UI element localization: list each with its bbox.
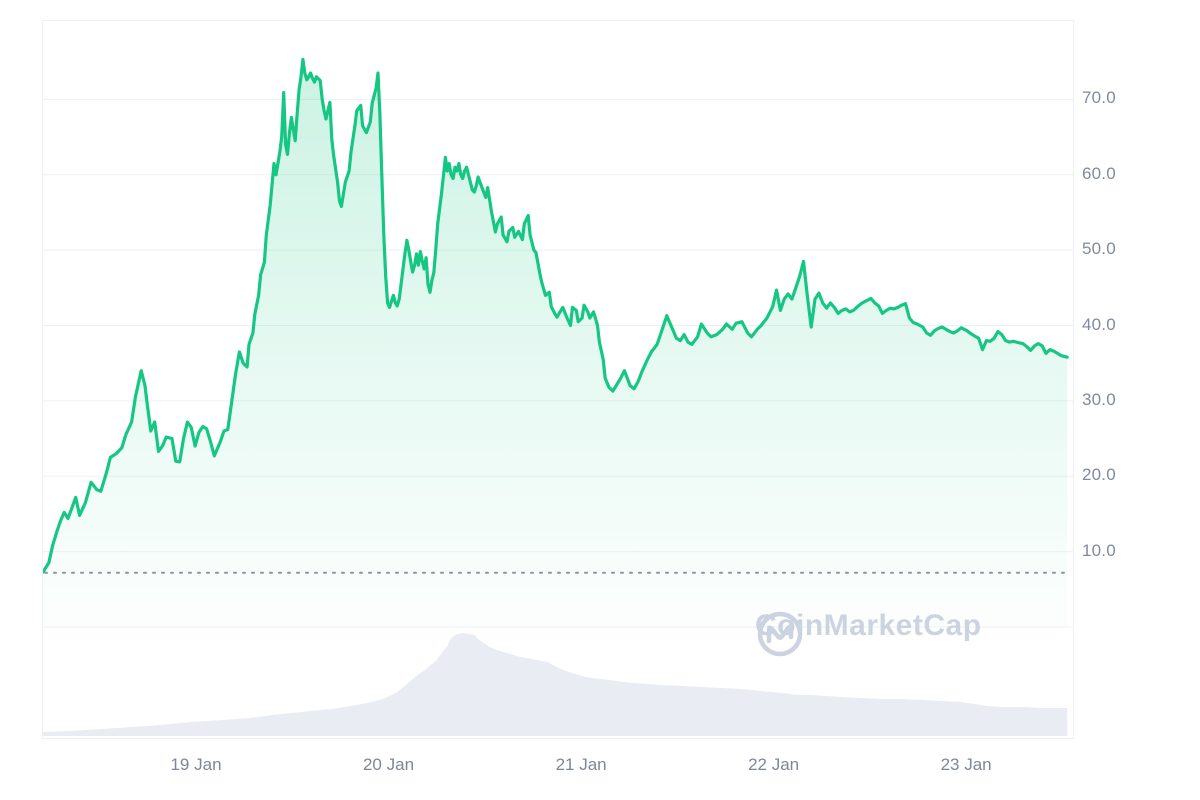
y-axis-tick-label: 50.0 [1082,239,1116,259]
x-axis-tick-label: 21 Jan [555,755,607,774]
x-axis-tick-label: 19 Jan [170,755,222,774]
price-volume-chart [43,57,1073,736]
x-axis-tick-label: 23 Jan [940,755,992,774]
y-axis-tick-label: 40.0 [1082,314,1116,334]
y-axis-tick-label: 20.0 [1082,465,1116,485]
y-axis-tick-label: 10.0 [1082,540,1116,560]
volume-area-series [43,633,1068,736]
coinmarketcap-logo-icon [757,611,803,657]
y-axis-tick-label: 70.0 [1082,88,1116,108]
x-axis-tick-label: 22 Jan [748,755,800,774]
price-area-fill [43,59,1068,627]
price-line-series [43,57,1069,574]
y-axis: 10.0 20.0 30.0 40.0 50.0 60.0 70.0 [1082,20,1152,737]
price-chart-plot-area[interactable]: CoinMarketCap [42,20,1074,739]
y-axis-tick-label: 60.0 [1082,163,1116,183]
x-axis-tick-label: 20 Jan [362,755,415,774]
y-axis-tick-label: 30.0 [1082,389,1116,409]
coinmarketcap-watermark: CoinMarketCap [755,609,982,657]
x-axis: 19 Jan 20 Jan 21 Jan 22 Jan 23 Jan [42,755,1072,781]
